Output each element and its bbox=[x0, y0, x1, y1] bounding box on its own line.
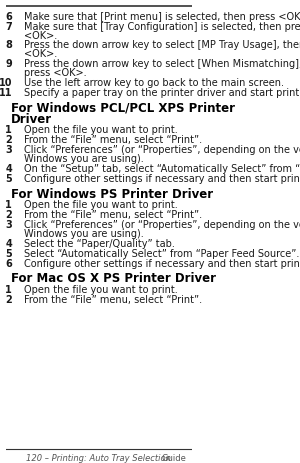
Text: For Mac OS X PS Printer Driver: For Mac OS X PS Printer Driver bbox=[11, 272, 216, 285]
Text: 2: 2 bbox=[5, 135, 12, 145]
Text: Select the “Paper/Quality” tab.: Select the “Paper/Quality” tab. bbox=[24, 238, 175, 248]
Text: For Windows PCL/PCL XPS Printer: For Windows PCL/PCL XPS Printer bbox=[11, 101, 235, 114]
Text: For Windows PS Printer Driver: For Windows PS Printer Driver bbox=[11, 187, 213, 200]
Text: Click “Preferences” (or “Properties”, depending on the version of: Click “Preferences” (or “Properties”, de… bbox=[24, 219, 300, 230]
Text: 1: 1 bbox=[5, 285, 12, 294]
Text: Press the down arrow key to select [When Mismatching], then: Press the down arrow key to select [When… bbox=[24, 59, 300, 69]
Text: Configure other settings if necessary and then start printing.: Configure other settings if necessary an… bbox=[24, 173, 300, 183]
Text: From the “File” menu, select “Print”.: From the “File” menu, select “Print”. bbox=[24, 135, 203, 145]
Text: 9: 9 bbox=[5, 59, 12, 69]
Text: 2: 2 bbox=[5, 294, 12, 305]
Text: 4: 4 bbox=[5, 238, 12, 248]
Text: From the “File” menu, select “Print”.: From the “File” menu, select “Print”. bbox=[24, 294, 203, 305]
Text: <OK>.: <OK>. bbox=[24, 31, 58, 41]
Text: 4: 4 bbox=[5, 163, 12, 174]
Text: <OK>.: <OK>. bbox=[24, 49, 58, 59]
Text: press <OK>.: press <OK>. bbox=[24, 68, 87, 78]
Text: 120 – Printing: Auto Tray Selection: 120 – Printing: Auto Tray Selection bbox=[26, 453, 171, 462]
Text: Open the file you want to print.: Open the file you want to print. bbox=[24, 125, 178, 135]
Text: 6: 6 bbox=[5, 258, 12, 268]
Text: 11: 11 bbox=[0, 88, 12, 98]
Text: Windows you are using).: Windows you are using). bbox=[24, 154, 144, 163]
Text: 7: 7 bbox=[5, 22, 12, 31]
Text: 6: 6 bbox=[5, 12, 12, 22]
Text: Windows you are using).: Windows you are using). bbox=[24, 229, 144, 238]
Text: From the “File” menu, select “Print”.: From the “File” menu, select “Print”. bbox=[24, 210, 203, 220]
Text: Make sure that [Tray Configuration] is selected, then press: Make sure that [Tray Configuration] is s… bbox=[24, 22, 300, 31]
Text: On the “Setup” tab, select “Automatically Select” from “Source”.: On the “Setup” tab, select “Automaticall… bbox=[24, 163, 300, 174]
Text: Guide: Guide bbox=[162, 453, 187, 462]
Text: Press the down arrow key to select [MP Tray Usage], then press: Press the down arrow key to select [MP T… bbox=[24, 40, 300, 50]
Text: Driver: Driver bbox=[11, 113, 52, 125]
Text: 2: 2 bbox=[5, 210, 12, 220]
Text: Make sure that [Print menu] is selected, then press <OK>.: Make sure that [Print menu] is selected,… bbox=[24, 12, 300, 22]
Text: Use the left arrow key to go back to the main screen.: Use the left arrow key to go back to the… bbox=[24, 78, 284, 88]
Text: 5: 5 bbox=[5, 248, 12, 258]
Text: 8: 8 bbox=[5, 40, 12, 50]
Text: Configure other settings if necessary and then start printing.: Configure other settings if necessary an… bbox=[24, 258, 300, 268]
Text: Specify a paper tray on the printer driver and start printing.: Specify a paper tray on the printer driv… bbox=[24, 88, 300, 98]
Text: 1: 1 bbox=[5, 125, 12, 135]
Text: 3: 3 bbox=[5, 145, 12, 155]
Text: 1: 1 bbox=[5, 200, 12, 210]
Text: Open the file you want to print.: Open the file you want to print. bbox=[24, 285, 178, 294]
Text: Click “Preferences” (or “Properties”, depending on the version of: Click “Preferences” (or “Properties”, de… bbox=[24, 145, 300, 155]
Text: 5: 5 bbox=[5, 173, 12, 183]
Text: 10: 10 bbox=[0, 78, 12, 88]
Text: Select “Automatically Select” from “Paper Feed Source”.: Select “Automatically Select” from “Pape… bbox=[24, 248, 300, 258]
Text: Open the file you want to print.: Open the file you want to print. bbox=[24, 200, 178, 210]
Text: 3: 3 bbox=[5, 219, 12, 230]
